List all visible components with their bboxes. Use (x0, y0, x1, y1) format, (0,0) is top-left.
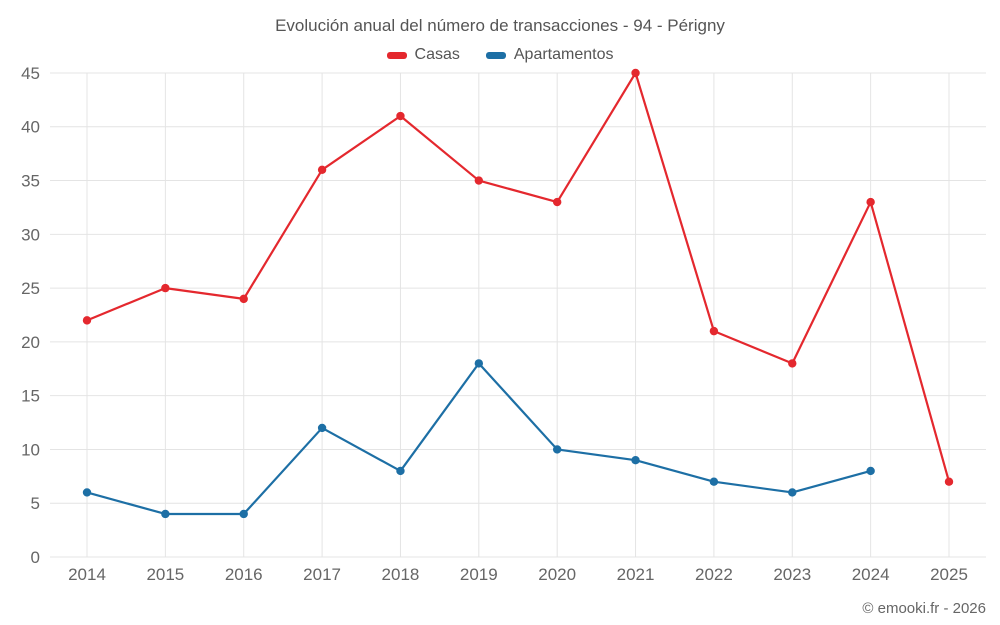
y-tick-label: 5 (31, 494, 40, 513)
legend-item-casas[interactable]: Casas (386, 46, 460, 64)
data-point-apartamentos[interactable] (317, 423, 327, 433)
legend-item-apartamentos[interactable]: Apartamentos (485, 46, 614, 64)
chart-legend: Casas Apartamentos (0, 46, 1000, 64)
data-point-casas[interactable] (317, 165, 327, 174)
x-tick-label: 2019 (460, 565, 498, 584)
x-tick-label: 2025 (930, 565, 968, 584)
y-tick-label: 35 (21, 172, 40, 191)
y-tick-label: 0 (31, 548, 40, 567)
data-point-apartamentos[interactable] (82, 488, 92, 497)
data-point-casas[interactable] (866, 197, 875, 207)
casas-swatch-icon (386, 51, 407, 59)
apartamentos-swatch-icon (485, 51, 506, 59)
x-tick-label: 2017 (303, 565, 341, 584)
data-point-casas[interactable] (161, 283, 170, 293)
chart-title: Evolución anual del número de transaccio… (275, 16, 725, 35)
data-point-casas[interactable] (944, 477, 954, 486)
data-point-apartamentos[interactable] (788, 488, 797, 497)
x-tick-label: 2014 (68, 565, 106, 584)
x-tick-label: 2023 (773, 565, 811, 584)
data-point-apartamentos[interactable] (161, 509, 170, 519)
series-line-casas (85, 71, 951, 483)
y-tick-label: 10 (21, 440, 40, 459)
x-tick-label: 2024 (852, 565, 890, 584)
legend-label-apartamentos: Apartamentos (513, 46, 614, 63)
x-tick-label: 2020 (538, 565, 576, 584)
x-tick-label: 2022 (695, 565, 733, 584)
data-point-apartamentos[interactable] (474, 359, 484, 368)
y-tick-label: 40 (21, 118, 40, 137)
data-point-casas[interactable] (239, 294, 248, 304)
data-point-apartamentos[interactable] (631, 456, 640, 465)
x-tick-label: 2015 (146, 565, 184, 584)
data-point-casas[interactable] (82, 316, 92, 325)
legend-label-casas: Casas (414, 46, 460, 63)
data-point-casas[interactable] (788, 359, 797, 368)
data-point-apartamentos[interactable] (396, 466, 405, 476)
data-point-apartamentos[interactable] (239, 509, 248, 519)
y-tick-label: 15 (21, 387, 40, 406)
y-tick-label: 30 (21, 225, 40, 244)
data-point-casas[interactable] (631, 68, 640, 78)
y-tick-label: 25 (21, 279, 40, 298)
copyright-credit: © emooki.fr - 2026 (862, 600, 986, 617)
x-tick-label: 2021 (617, 565, 655, 584)
data-point-casas[interactable] (396, 111, 405, 121)
data-point-casas[interactable] (552, 197, 562, 207)
data-point-apartamentos[interactable] (552, 445, 562, 454)
x-tick-label: 2016 (225, 565, 263, 584)
y-tick-label: 20 (21, 333, 40, 352)
y-tick-label: 45 (21, 64, 40, 83)
data-point-casas[interactable] (474, 176, 484, 185)
data-point-apartamentos[interactable] (866, 466, 875, 476)
data-point-casas[interactable] (709, 326, 719, 336)
x-tick-label: 2018 (382, 565, 420, 584)
data-point-apartamentos[interactable] (709, 477, 719, 486)
